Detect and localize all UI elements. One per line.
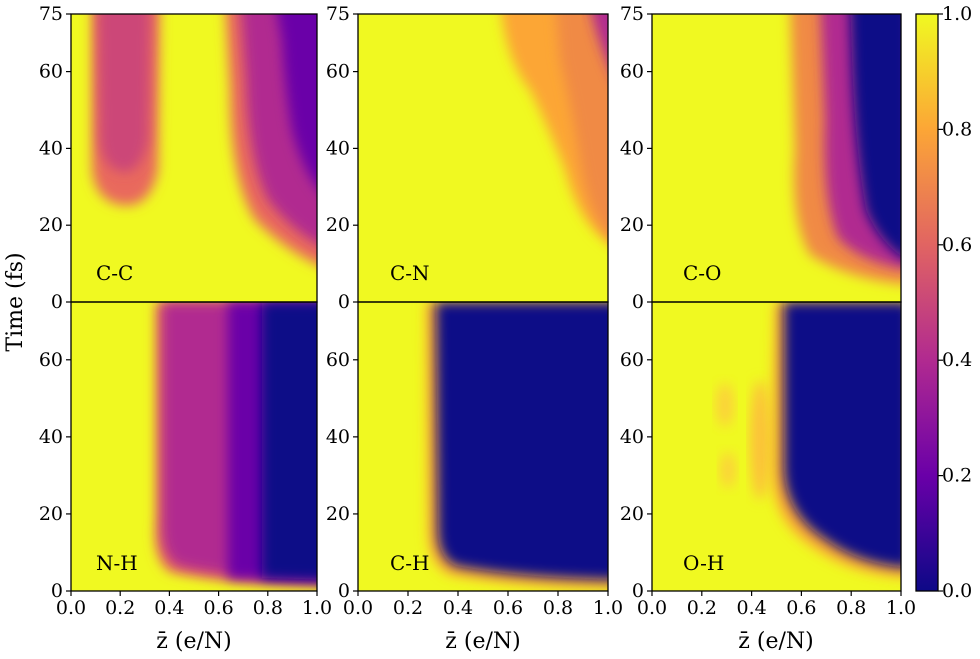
y-tick-label: 20 [326, 214, 350, 236]
panel-co-label: C-O [683, 261, 721, 285]
panel-oh-label: O-H [683, 551, 724, 575]
axis-ticks: 0.0 0.2 0.4 0.6 0.8 1.0 0.0 0.2 0.4 0.6 0.8 1.0 0.0 0… [39, 3, 972, 619]
panel-cn-region-edge [591, 14, 608, 64]
x-axis-label-middle: z̄ (e/N) [445, 629, 520, 654]
x-tick-label: 0.2 [105, 597, 135, 619]
panel-co: C-O [652, 14, 901, 302]
y-tick-label: 40 [620, 426, 644, 448]
colorbar-tick-label: 0.6 [942, 234, 972, 256]
x-tick-label: 1.0 [302, 597, 332, 619]
y-tick-label: 40 [620, 137, 644, 159]
y-tick-label: 0 [51, 580, 63, 602]
x-tick-label: 0.2 [687, 597, 717, 619]
panel-cn: C-N [358, 14, 608, 302]
frame-oh [651, 301, 902, 592]
x-tick-label: 1.0 [593, 597, 623, 619]
colorbar-tick-label: 1.0 [942, 3, 972, 25]
y-tick-label: 40 [39, 426, 63, 448]
panel-cc: C-C [71, 14, 317, 302]
y-tick-label: 60 [39, 61, 63, 83]
y-tick-label: 75 [39, 3, 63, 25]
y-tick-label: 0 [51, 291, 63, 313]
x-tick-label: 0.6 [493, 597, 523, 619]
y-tick-label: 75 [620, 3, 644, 25]
x-tick-label: 1.0 [886, 597, 916, 619]
y-tick-label: 0 [632, 580, 644, 602]
y-tick-label: 20 [39, 214, 63, 236]
panel-nh-region-blue [262, 302, 317, 580]
x-axis-label-right: z̄ (e/N) [738, 629, 813, 654]
y-tick-label: 40 [326, 426, 350, 448]
x-tick-label: 0.8 [836, 597, 866, 619]
x-tick-label: 0.8 [543, 597, 573, 619]
colorbar-tick-label: 0.4 [942, 349, 972, 371]
y-tick-label: 40 [326, 137, 350, 159]
panel-ch-region-blue [436, 302, 608, 580]
colorbar-tick-label: 0.8 [942, 118, 972, 140]
panel-cc-region-left-inner [98, 14, 150, 173]
x-tick-label: 0.6 [203, 597, 233, 619]
panel-frames [70, 13, 902, 592]
y-tick-label: 60 [39, 349, 63, 371]
panel-oh: O-H [652, 302, 901, 591]
panel-oh-blob-2 [720, 452, 736, 488]
panel-oh-region-blue [784, 302, 901, 568]
y-tick-label: 0 [338, 580, 350, 602]
panel-cn-region-deep [556, 14, 608, 235]
colorbar [915, 13, 939, 592]
y-tick-label: 20 [620, 214, 644, 236]
panel-oh-blob-3 [750, 380, 770, 500]
colorbar-tick-label: 0.2 [942, 465, 972, 487]
y-tick-label: 0 [338, 291, 350, 313]
y-tick-label: 40 [39, 137, 63, 159]
panel-cn-label: C-N [390, 261, 430, 285]
y-tick-label: 60 [326, 61, 350, 83]
y-tick-label: 20 [620, 503, 644, 525]
x-axis-label-left: z̄ (e/N) [156, 629, 231, 654]
x-tick-label: 0.6 [786, 597, 816, 619]
panel-co-region-blue [850, 14, 901, 257]
x-tick-label: 0.0 [56, 597, 86, 619]
colorbar-tick-label: 0.0 [942, 580, 972, 602]
panel-nh: N-H [71, 302, 317, 591]
y-tick-label: 0 [632, 291, 644, 313]
x-tick-label: 0.4 [154, 597, 184, 619]
y-tick-label: 60 [620, 61, 644, 83]
colorbar-gradient [915, 13, 939, 592]
y-tick-label: 60 [620, 349, 644, 371]
y-tick-label: 75 [326, 3, 350, 25]
x-tick-label: 0.0 [637, 597, 667, 619]
x-tick-label: 0.2 [393, 597, 423, 619]
frame-ch [357, 301, 609, 592]
panel-oh-blob-1 [716, 383, 734, 427]
y-tick-label: 60 [326, 349, 350, 371]
panel-ch-label: C-H [390, 551, 430, 575]
panel-nh-label: N-H [96, 551, 138, 575]
panel-cc-label: C-C [96, 261, 133, 285]
x-tick-label: 0.8 [253, 597, 283, 619]
y-tick-label: 20 [326, 503, 350, 525]
x-tick-label: 0.4 [443, 597, 473, 619]
x-tick-label: 0.0 [343, 597, 373, 619]
x-tick-label: 0.4 [736, 597, 766, 619]
panel-ch: C-H [358, 302, 608, 591]
frame-nh [70, 301, 318, 592]
y-axis-label: Time (fs) [3, 252, 28, 351]
panel-cc-region-right-core [277, 14, 317, 187]
y-tick-label: 20 [39, 503, 63, 525]
